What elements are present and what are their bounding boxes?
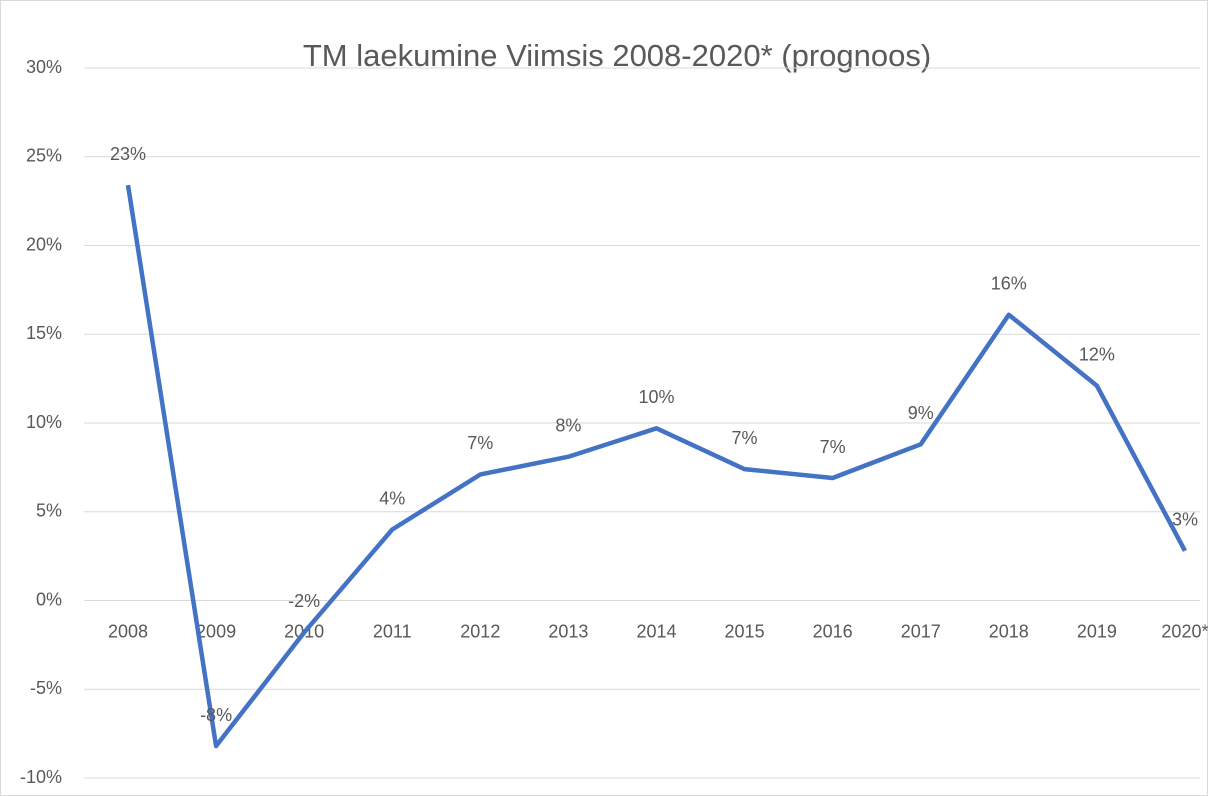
x-tick-label: 2019	[1077, 621, 1117, 641]
x-tick-label: 2020*	[1161, 621, 1208, 641]
data-label: 23%	[110, 144, 146, 164]
data-label: 3%	[1172, 510, 1198, 530]
x-tick-label: 2012	[460, 621, 500, 641]
x-tick-label: 2017	[901, 621, 941, 641]
data-label: 8%	[555, 415, 581, 435]
x-tick-label: 2009	[196, 621, 236, 641]
series-line	[125, 184, 1187, 749]
y-tick-label: 20%	[26, 234, 62, 254]
chart-title: TM laekumine Viimsis 2008-2020* (prognoo…	[303, 38, 931, 73]
x-tick-label: 2014	[636, 621, 676, 641]
x-tick-label: 2015	[725, 621, 765, 641]
x-tick-label: 2013	[548, 621, 588, 641]
y-tick-label: 15%	[26, 323, 62, 343]
data-label: 12%	[1079, 344, 1115, 364]
data-label: -8%	[200, 705, 232, 725]
x-tick-label: 2016	[813, 621, 853, 641]
x-tick-label: 2011	[373, 621, 412, 641]
y-tick-label: 25%	[26, 146, 62, 166]
data-label: 16%	[991, 273, 1027, 293]
y-tick-label: 0%	[36, 589, 62, 609]
y-tick-label: 10%	[26, 412, 62, 432]
data-label: 10%	[638, 387, 674, 407]
y-tick-label: 5%	[36, 501, 62, 521]
data-label: -2%	[288, 591, 320, 611]
y-tick-label: -5%	[30, 678, 62, 698]
data-label: 9%	[908, 403, 934, 423]
data-label: 7%	[820, 437, 846, 457]
data-label: 4%	[379, 488, 405, 508]
data-label: 7%	[467, 433, 493, 453]
y-tick-label: 30%	[26, 57, 62, 77]
x-tick-label: 2018	[989, 621, 1029, 641]
x-tick-label: 2008	[108, 621, 148, 641]
data-label: 7%	[732, 428, 758, 448]
y-tick-label: -10%	[20, 767, 62, 787]
